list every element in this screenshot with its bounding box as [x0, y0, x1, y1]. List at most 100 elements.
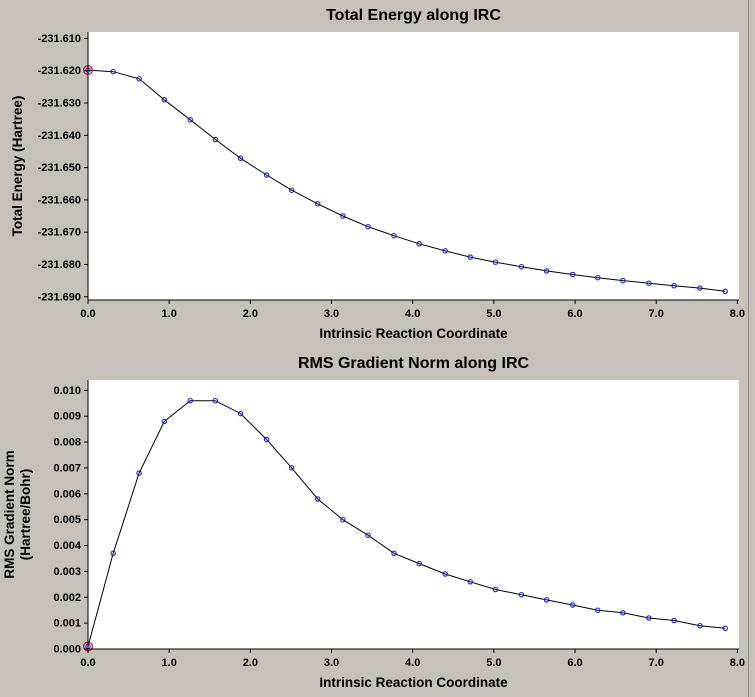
y-tick-label: -231.610 [38, 33, 81, 45]
y-tick-label: -231.680 [38, 259, 81, 271]
rms-gradient-chart: 0.0 1.0 2.0 3.0 4.0 5.0 6.0 7.0 8.0 0.000 0.001 0.0… [0, 348, 755, 697]
data-point[interactable] [314, 496, 321, 502]
x-tick-label: 7.0 [649, 657, 664, 669]
chart-title: RMS Gradient Norm along IRC [298, 355, 530, 372]
data-point[interactable] [492, 586, 499, 593]
data-point[interactable] [620, 277, 626, 284]
data-point[interactable] [416, 241, 422, 247]
data-point[interactable] [136, 76, 142, 82]
data-point[interactable] [365, 532, 371, 538]
data-point[interactable] [518, 263, 525, 270]
data-point[interactable] [237, 410, 244, 417]
data-point[interactable] [391, 232, 397, 239]
y-tick-label: 0.003 [53, 566, 81, 578]
data-point[interactable] [518, 591, 525, 598]
y-tick-label: -231.670 [38, 227, 81, 239]
data-point[interactable] [365, 223, 371, 230]
data-point[interactable] [697, 622, 703, 629]
data-point[interactable] [569, 271, 576, 278]
data-point[interactable] [340, 213, 346, 219]
x-tick-label: 6.0 [567, 308, 582, 320]
data-point[interactable] [263, 436, 270, 443]
x-axis-label: Intrinsic Reaction Coordinate [319, 326, 508, 341]
data-point[interactable] [161, 418, 168, 425]
x-tick-label: 8.0 [730, 308, 745, 320]
total-energy-chart: 0.0 1.0 2.0 3.0 4.0 5.0 6.0 7.0 8.0 -231.610 -231.… [0, 0, 755, 348]
data-point[interactable] [671, 617, 677, 624]
data-point[interactable] [722, 625, 728, 632]
data-point[interactable] [646, 615, 652, 621]
x-tick-label: 1.0 [162, 308, 177, 320]
y-tick-label: 0.010 [53, 385, 81, 397]
x-tick-label: 8.0 [730, 657, 745, 669]
x-tick-label: 0.0 [80, 308, 95, 320]
data-point[interactable] [136, 470, 142, 476]
data-point[interactable] [467, 254, 474, 260]
data-point[interactable] [187, 397, 194, 404]
data-point[interactable] [288, 187, 295, 193]
data-point[interactable] [697, 285, 703, 291]
y-tick-label: -231.690 [38, 291, 81, 303]
data-point[interactable] [442, 248, 448, 254]
data-point[interactable] [595, 274, 601, 281]
y-tick-label: -231.660 [38, 194, 81, 206]
x-tick-label: 2.0 [243, 308, 258, 320]
chart-title: Total Energy along IRC [326, 7, 501, 24]
data-point[interactable] [671, 283, 677, 289]
data-point[interactable] [543, 268, 550, 274]
y-tick-label: 0.000 [53, 644, 81, 656]
data-point[interactable] [212, 397, 219, 404]
data-point[interactable] [620, 610, 626, 616]
data-point[interactable] [492, 259, 499, 265]
data-point[interactable] [391, 550, 397, 557]
y-axis-label: Total Energy (Hartree) [10, 96, 25, 237]
data-point[interactable] [110, 550, 116, 557]
y-tick-label: 0.004 [53, 540, 81, 552]
data-point[interactable] [340, 516, 346, 523]
x-tick-label: 4.0 [405, 657, 420, 669]
data-point[interactable] [595, 607, 601, 613]
data-point[interactable] [237, 155, 244, 162]
data-point[interactable] [416, 560, 422, 567]
y-tick-label: 0.001 [53, 618, 81, 630]
y-tick-label: 0.008 [53, 437, 81, 449]
x-tick-label: 3.0 [324, 308, 339, 320]
data-point[interactable] [161, 97, 168, 103]
plot-area [88, 32, 739, 300]
rms-gradient-plot: 0.0 1.0 2.0 3.0 4.0 5.0 6.0 7.0 8.0 0.000 0.001 0.0… [2, 355, 745, 690]
x-tick-label: 3.0 [324, 657, 339, 669]
y-tick-label: 0.006 [53, 488, 81, 500]
y-axis-label: (Hartree/Bohr) [18, 469, 33, 561]
data-point[interactable] [442, 571, 448, 577]
x-tick-label: 5.0 [486, 657, 501, 669]
data-point[interactable] [467, 579, 474, 585]
y-tick-label: -231.650 [38, 162, 81, 174]
data-point[interactable] [569, 602, 576, 608]
data-point[interactable] [288, 465, 295, 471]
x-tick-label: 6.0 [567, 657, 582, 669]
y-tick-label: -231.630 [38, 98, 81, 110]
data-point[interactable] [263, 172, 270, 178]
x-tick-label: 4.0 [405, 308, 420, 320]
x-tick-label: 0.0 [80, 657, 95, 669]
y-axis-label: RMS Gradient Norm [2, 450, 17, 578]
data-point[interactable] [314, 201, 321, 207]
data-point[interactable] [722, 288, 728, 295]
x-axis-label: Intrinsic Reaction Coordinate [319, 675, 508, 690]
data-point[interactable] [646, 280, 652, 286]
total-energy-plot: 0.0 1.0 2.0 3.0 4.0 5.0 6.0 7.0 8.0 -231.610 -231.… [10, 7, 745, 341]
x-tick-label: 2.0 [243, 657, 258, 669]
y-tick-label: 0.007 [53, 462, 81, 474]
data-point[interactable] [212, 136, 219, 143]
data-point[interactable] [543, 597, 550, 603]
y-tick-label: 0.002 [53, 592, 81, 604]
plot-area [88, 380, 739, 649]
x-tick-label: 1.0 [162, 657, 177, 669]
pane-right-edge [748, 0, 749, 697]
data-point[interactable] [187, 117, 194, 123]
data-point[interactable] [110, 68, 116, 75]
series-line [87, 400, 726, 647]
series-line [87, 69, 726, 292]
